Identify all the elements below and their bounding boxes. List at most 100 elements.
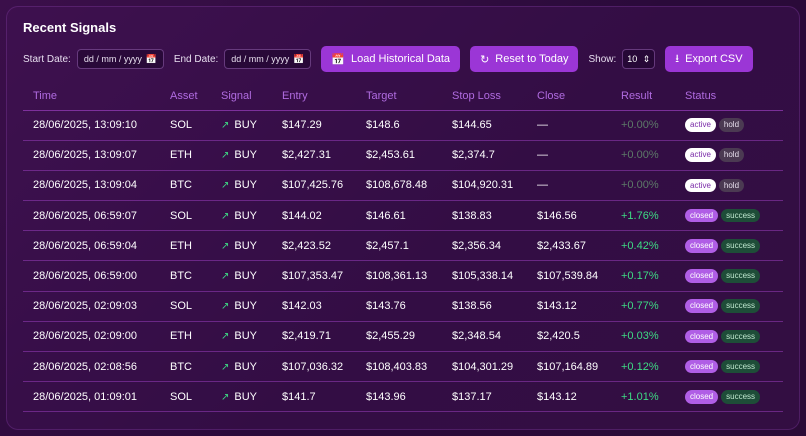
cell-status: closed success (675, 200, 783, 232)
cell-signal: ↗ BUY (211, 200, 272, 232)
cell-time: 28/06/2025, 06:59:04 (23, 230, 160, 262)
status-badge: closed (685, 359, 719, 374)
table-row[interactable]: 28/06/2025, 02:08:56 BTC ↗ BUY $107,036.32 $1… (23, 351, 783, 383)
start-date-label: Start Date: (23, 53, 71, 65)
table-row[interactable]: 28/06/2025, 13:09:07 ETH ↗ BUY $2,427.31 $2,4… (23, 140, 783, 171)
load-historical-label: Load Historical Data (351, 53, 451, 65)
chevron-updown-icon: ⇕ (642, 53, 651, 64)
column-header-close[interactable]: Close (527, 82, 611, 111)
start-date-input[interactable]: dd / mm / yyyy 📅 (76, 49, 164, 69)
status-badge: active (685, 118, 716, 132)
calendar-icon[interactable]: 📅 (293, 53, 305, 64)
cell-time: 28/06/2025, 06:59:07 (23, 200, 160, 232)
cell-close: $107,539.84 (527, 260, 611, 292)
column-header-signal[interactable]: Signal (211, 82, 272, 111)
export-csv-button[interactable]: ⭳ Export CSV (665, 46, 753, 72)
cell-entry: $2,423.52 (272, 230, 356, 262)
column-header-entry[interactable]: Entry (272, 82, 356, 111)
trend-up-icon: ↗ (221, 120, 230, 132)
column-header-result[interactable]: Result (611, 82, 675, 111)
outcome-badge: success (721, 329, 761, 344)
status-badge: active (685, 148, 716, 163)
cell-status: closed success (675, 230, 783, 262)
signal-label: BUY (234, 179, 258, 192)
table-row[interactable]: 28/06/2025, 06:59:00 BTC ↗ BUY $107,353.47 $1… (23, 260, 783, 292)
end-date-label: End Date: (173, 53, 219, 65)
cell-stop-loss: $2,374.7 (442, 140, 527, 171)
cell-close: $2,433.67 (527, 230, 611, 262)
trend-up-icon: ↗ (221, 391, 230, 403)
cell-asset: ETH (160, 140, 211, 171)
cell-target: $143.76 (356, 291, 442, 322)
outcome-badge: success (721, 299, 761, 314)
cell-signal: ↗ BUY (211, 321, 272, 353)
cell-entry: $2,427.31 (272, 140, 356, 171)
table-row[interactable]: 28/06/2025, 06:59:07 SOL ↗ BUY $144.02 $146.6… (23, 200, 783, 232)
reset-today-button[interactable]: ↻ Reset to Today (470, 46, 579, 72)
cell-status: active hold (675, 110, 783, 141)
cell-result: +0.17% (611, 260, 675, 292)
cell-stop-loss: $2,356.34 (442, 230, 527, 262)
column-header-asset[interactable]: Asset (160, 82, 211, 111)
end-date-input[interactable]: dd / mm / yyyy 📅 (224, 49, 312, 69)
refresh-icon: ↻ (480, 53, 490, 66)
column-header-time[interactable]: Time (23, 82, 160, 111)
cell-status: closed success (675, 260, 783, 292)
outcome-badge: hold (718, 148, 745, 163)
cell-stop-loss: $144.65 (442, 110, 527, 141)
cell-asset: SOL (160, 200, 211, 232)
cell-asset: SOL (160, 291, 211, 322)
table-row[interactable]: 28/06/2025, 13:09:04 BTC ↗ BUY $107,425.76 $1… (23, 170, 783, 202)
cell-status: closed success (675, 381, 783, 413)
calendar-icon[interactable]: 📅 (145, 53, 157, 64)
cell-time: 28/06/2025, 02:08:56 (23, 351, 160, 383)
export-csv-label: Export CSV (685, 53, 743, 65)
cell-asset: BTC (160, 170, 211, 202)
load-historical-button[interactable]: 📅 Load Historical Data (321, 46, 461, 72)
table-row[interactable]: 28/06/2025, 06:59:04 ETH ↗ BUY $2,423.52 $2,4… (23, 230, 783, 262)
cell-time: 28/06/2025, 13:09:04 (23, 170, 160, 202)
cell-target: $108,361.13 (356, 260, 442, 292)
cell-entry: $141.7 (272, 381, 356, 413)
reset-today-label: Reset to Today (495, 53, 569, 65)
signal-label: BUY (234, 390, 258, 403)
signal-label: BUY (234, 270, 258, 283)
cell-time: 28/06/2025, 13:09:07 (23, 140, 160, 171)
cell-result: +0.03% (611, 321, 675, 353)
cell-stop-loss: $104,920.31 (442, 170, 527, 202)
trend-up-icon: ↗ (221, 240, 230, 252)
status-badge: closed (685, 239, 719, 253)
show-count-value: 10 (627, 54, 638, 64)
trend-up-icon: ↗ (221, 361, 230, 373)
cell-signal: ↗ BUY (211, 170, 272, 202)
outcome-badge: success (721, 269, 761, 283)
table-row[interactable]: 28/06/2025, 13:09:10 SOL ↗ BUY $147.29 $148.6… (23, 110, 783, 141)
status-badge: active (685, 178, 716, 193)
cell-entry: $142.03 (272, 291, 356, 322)
trend-up-icon: ↗ (221, 180, 230, 192)
cell-time: 28/06/2025, 02:09:00 (23, 321, 160, 353)
cell-time: 28/06/2025, 13:09:10 (23, 110, 160, 141)
cell-result: +0.42% (611, 230, 675, 262)
table-row[interactable]: 28/06/2025, 01:09:01 SOL ↗ BUY $141.7 $143.96… (23, 381, 783, 413)
column-header-stop-loss[interactable]: Stop Loss (442, 82, 527, 111)
cell-result: +0.00% (611, 110, 675, 141)
show-count-select[interactable]: 10 ⇕ (622, 49, 656, 69)
cell-asset: BTC (160, 351, 211, 383)
column-header-target[interactable]: Target (356, 82, 442, 111)
status-badge: closed (685, 389, 719, 404)
status-badge: closed (685, 269, 719, 283)
outcome-badge: hold (718, 118, 745, 132)
cell-close: $143.12 (527, 291, 611, 322)
cell-entry: $144.02 (272, 200, 356, 232)
cell-asset: ETH (160, 321, 211, 353)
table-row[interactable]: 28/06/2025, 02:09:00 ETH ↗ BUY $2,419.71 $2,4… (23, 321, 783, 353)
outcome-badge: success (721, 389, 761, 404)
calendar-icon: 📅 (331, 53, 345, 66)
cell-result: +0.00% (611, 170, 675, 202)
column-header-status[interactable]: Status (675, 82, 783, 111)
table-row[interactable]: 28/06/2025, 02:09:03 SOL ↗ BUY $142.03 $143.7… (23, 291, 783, 322)
cell-stop-loss: $138.83 (442, 200, 527, 232)
signal-label: BUY (234, 209, 258, 222)
cell-result: +1.01% (611, 381, 675, 413)
